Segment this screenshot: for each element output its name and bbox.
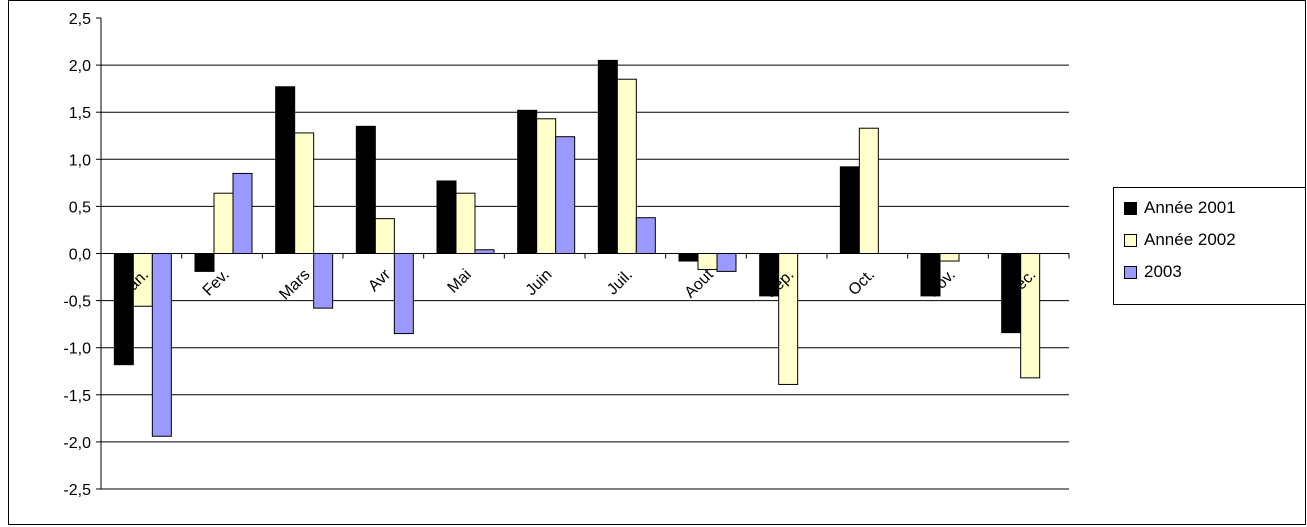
bar [275,86,296,254]
bar [839,166,860,254]
bar [536,118,557,254]
bar [635,217,656,254]
y-tick-label: -2,0 [63,435,91,452]
y-tick-label: 0,0 [69,247,91,264]
bar [393,253,414,335]
y-tick-label: 1,0 [69,152,91,169]
x-tick-label: Avr [365,266,394,295]
bar [194,253,215,272]
legend-item: 2003 [1124,262,1182,282]
legend-swatch [1124,233,1137,247]
y-tick-label: -1,0 [63,341,91,358]
legend-swatch [1124,265,1137,279]
y-tick-label: 2,0 [69,58,91,75]
x-tick-label: Aout [682,266,718,302]
legend-label: 2003 [1144,262,1182,281]
bar [294,132,315,254]
legend-label: Année 2002 [1144,230,1236,249]
y-tick-label: 0,5 [69,199,91,216]
y-tick-label: -2,5 [63,482,91,499]
bar [436,180,457,254]
y-tick-label: 1,5 [69,105,91,122]
legend-item: Année 2002 [1124,230,1236,250]
bar-chart: 2,52,01,51,00,50,0-0,5-1,0-1,5-2,0-2,5Ja… [63,11,1070,499]
x-tick-label: Oct. [845,266,878,299]
bar [113,253,134,366]
bar [474,249,495,254]
y-tick-label: -1,5 [63,388,91,405]
bar [213,192,234,255]
bar [697,253,718,271]
legend: Année 2001 Année 2002 2003 [1113,187,1306,305]
legend-item: Année 2001 [1124,198,1236,218]
bar [716,253,737,272]
x-tick-label: Mai [445,266,475,296]
chart-frame: 2,5 2,0 1,5 1,0 0,5 0,0 -0,5 -1,0 -1,5 -2,0 -2,5 Ja… [8,0,1306,525]
bar [597,59,618,254]
y-tick-label: -0,5 [63,294,91,311]
bar [374,218,395,254]
bar [355,125,376,254]
legend-swatch [1124,201,1137,215]
y-tick-label: 2,5 [69,11,91,28]
bar [313,253,334,309]
bars [113,59,1041,437]
bar [517,109,538,255]
legend-label: Année 2001 [1144,198,1236,217]
axes [96,17,1070,490]
bar [555,136,576,254]
bar [858,127,879,254]
bar [232,172,253,254]
bar [616,78,637,255]
x-tick-label: Mars [276,266,313,303]
x-tick-label: Juil. [604,266,636,298]
x-tick-label: Juin [523,266,556,299]
bar [151,253,172,437]
bar [939,253,960,262]
bar [678,253,699,262]
bar [455,192,476,255]
